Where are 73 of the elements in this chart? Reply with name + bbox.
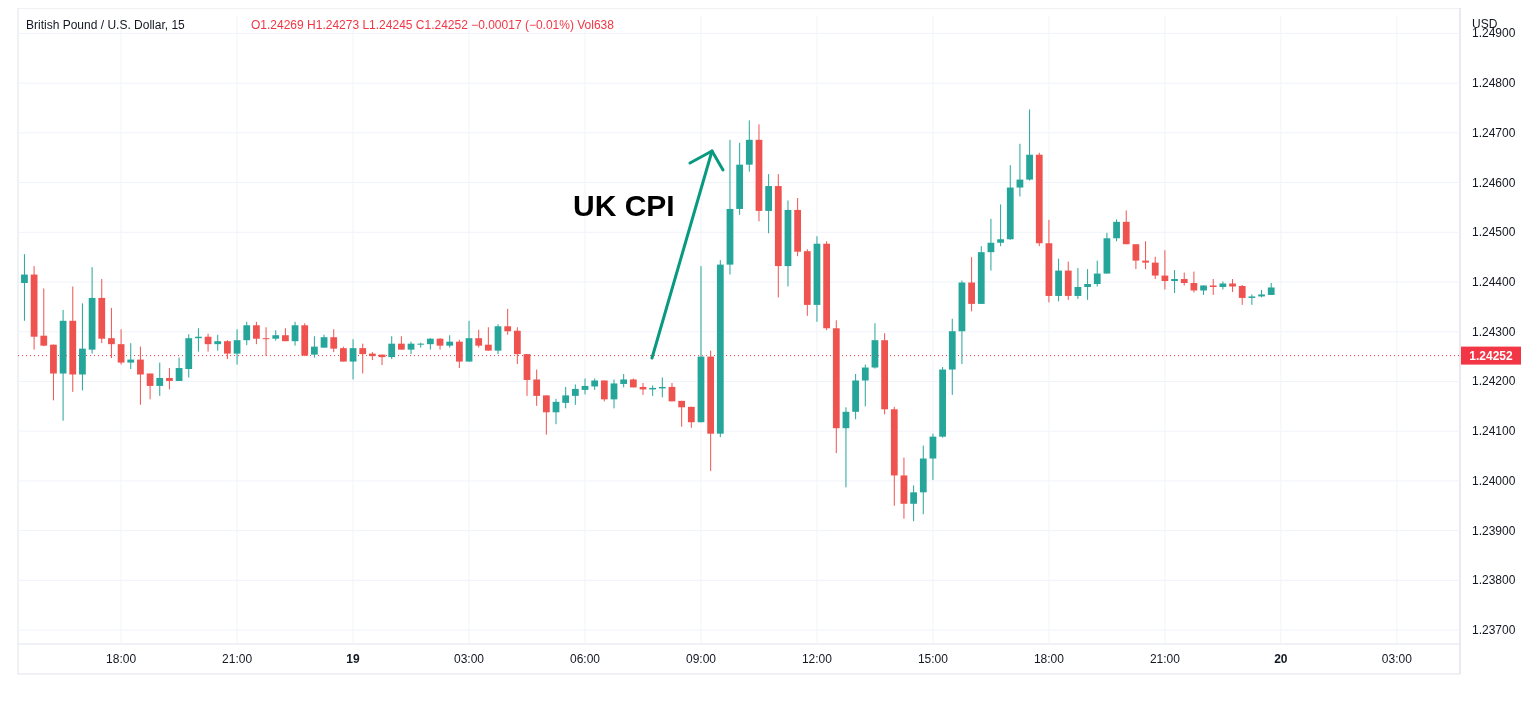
- candlestick: [600, 379, 608, 402]
- y-tick-label: 1.23800: [1472, 573, 1516, 588]
- y-tick-label: 1.24100: [1472, 424, 1516, 439]
- candlestick: [1113, 218, 1120, 242]
- y-tick-label: 1.24500: [1472, 225, 1516, 240]
- x-tick-label: 19: [346, 652, 361, 666]
- candlestick: [243, 321, 251, 346]
- candlestick: [455, 339, 463, 369]
- candlestick: [156, 362, 164, 397]
- x-tick-label: 09:00: [685, 652, 717, 666]
- x-tick-label: 15:00: [917, 652, 949, 666]
- candlestick: [117, 328, 125, 366]
- x-tick-label: 21:00: [222, 652, 253, 666]
- y-tick-label: 1.24300: [1472, 324, 1516, 339]
- candlestick: [108, 307, 115, 359]
- y-tick-label: 1.24600: [1472, 175, 1516, 190]
- candlestick: [1151, 256, 1159, 280]
- candlestick: [21, 253, 28, 322]
- candlestick: [678, 400, 686, 428]
- y-tick-label: 1.24700: [1472, 125, 1516, 140]
- candlestick: [224, 339, 231, 360]
- candlestick: [1142, 240, 1149, 270]
- x-tick-label: 12:00: [801, 652, 833, 666]
- candlestick: [349, 338, 357, 380]
- x-tick-label: 03:00: [454, 652, 485, 666]
- candlestick: [127, 342, 135, 370]
- candlestick: [166, 367, 173, 390]
- y-tick-label: 1.24000: [1472, 473, 1516, 488]
- candlestick: [968, 256, 975, 312]
- y-tick-label: 1.24200: [1472, 374, 1516, 389]
- candlestick: [40, 287, 48, 347]
- x-tick-label: 20: [1274, 652, 1288, 666]
- ref-line-label: 1.24252: [1469, 348, 1514, 363]
- x-tick-label: 06:00: [569, 652, 601, 666]
- chart-title: British Pound / U.S. Dollar, 15: [26, 18, 186, 32]
- candlestick: [1122, 209, 1130, 245]
- x-tick-label: 18:00: [106, 652, 137, 666]
- candlestick: [388, 335, 396, 360]
- y-tick-label: 1.23900: [1472, 523, 1516, 538]
- x-tick-label: 21:00: [1149, 652, 1181, 666]
- candlestick: [513, 326, 521, 365]
- candlestick: [571, 383, 579, 406]
- candlestick: [861, 364, 869, 407]
- x-tick-label: 03:00: [1381, 652, 1413, 666]
- candlestick: [465, 320, 473, 363]
- annotation: UK CPI: [573, 189, 675, 222]
- candlestick: [359, 343, 367, 375]
- candlestick: [311, 335, 318, 359]
- x-tick-label: 18:00: [1033, 652, 1065, 666]
- y-tick-label: 1.24400: [1472, 275, 1516, 290]
- candlestick: [533, 369, 541, 407]
- candlestick: [910, 484, 917, 522]
- candlestick: [1132, 243, 1140, 270]
- candlestick: [233, 328, 241, 366]
- candlestick: [1248, 293, 1256, 306]
- candlestick: [330, 328, 338, 353]
- candlestick: [997, 203, 1004, 247]
- candlestick: [1238, 284, 1246, 306]
- y-axis-title: USD: [1472, 17, 1498, 31]
- y-tick-label: 1.24800: [1472, 76, 1516, 91]
- candlestick: [407, 341, 415, 355]
- candlestick: [137, 346, 144, 406]
- candlestick: [484, 326, 492, 352]
- y-tick-label: 1.23700: [1472, 623, 1516, 638]
- candlestick: [1093, 260, 1101, 287]
- candlestick: [1084, 268, 1091, 301]
- candlestick: [1171, 269, 1178, 294]
- candlestick: [562, 386, 570, 409]
- candlestick: [542, 394, 550, 436]
- candlestick: [504, 308, 512, 336]
- candlestick: [175, 357, 183, 382]
- candlestick: [253, 321, 260, 345]
- chart-subtitle: O1.24269 H1.24273 L1.24245 C1.24252 −0.00017 (−0.01%) Vol638: [251, 18, 615, 32]
